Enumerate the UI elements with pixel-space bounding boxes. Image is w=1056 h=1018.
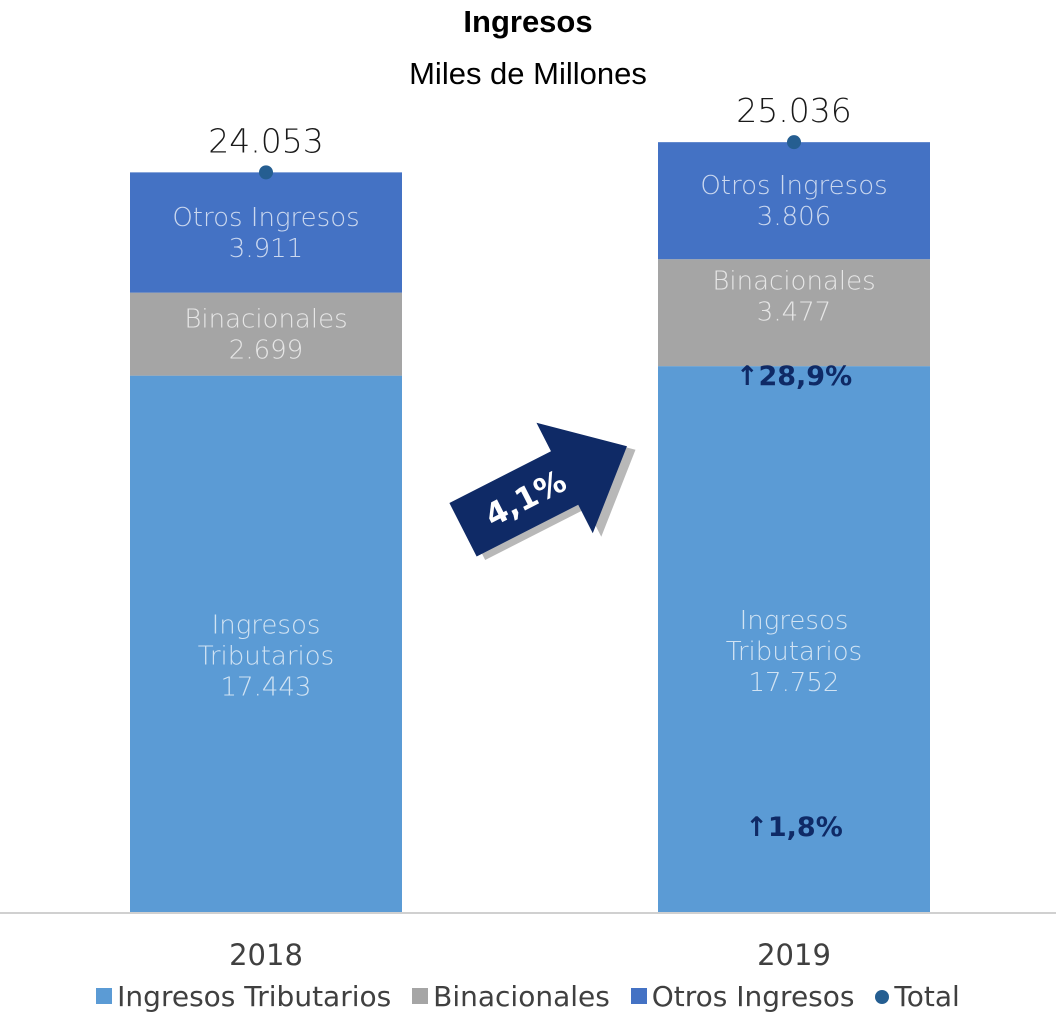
legend-swatch-total <box>875 990 890 1004</box>
legend-item-otros: Otros Ingresos <box>630 980 855 1013</box>
total-point-2019 <box>787 135 801 150</box>
legend-item-total: Total <box>875 980 960 1013</box>
bar-otros-ingresos-2019 <box>658 142 930 260</box>
legend-label-total: Total <box>894 980 960 1013</box>
bar-binacionales-2019 <box>658 259 930 367</box>
total-point-2018 <box>259 165 273 180</box>
segment-label-otros-ingresos-2018-0: Otros Ingresos <box>172 203 359 233</box>
legend-label-binacionales: Binacionales <box>433 980 610 1013</box>
stacked-bar-chart: IngresosTributarios17.443Binacionales2.6… <box>0 91 1056 972</box>
data-label-ingresos-tributarios-2019: 17.752 <box>749 668 840 698</box>
bar-ingresos-tributarios-2019 <box>658 366 930 913</box>
legend-swatch-otros <box>630 988 647 1004</box>
segment-label-ingresos-tributarios-2019-0: Ingresos <box>740 606 849 636</box>
segment-label-binacionales-2019-0: Binacionales <box>712 267 875 297</box>
x-tick-2019: 2019 <box>757 938 831 972</box>
data-label-ingresos-tributarios-2018: 17.443 <box>221 673 312 703</box>
legend: Ingresos Tributarios Binacionales Otros … <box>0 980 1056 1013</box>
bar-ingresos-tributarios-2018 <box>130 375 402 912</box>
data-label-otros-ingresos-2018: 3.911 <box>229 234 303 264</box>
legend-label-otros: Otros Ingresos <box>651 980 855 1013</box>
chart-subtitle: Miles de Millones <box>409 56 647 91</box>
total-label-2019: 25.036 <box>736 91 851 130</box>
legend-label-tributarios: Ingresos Tributarios <box>117 980 392 1013</box>
legend-item-binacionales: Binacionales <box>412 980 610 1013</box>
growth-arrow: 4,1% <box>449 422 636 561</box>
chart-title: Ingresos <box>463 4 593 39</box>
data-label-binacionales-2019: 3.477 <box>757 298 831 328</box>
bar-otros-ingresos-2018 <box>130 172 402 293</box>
growth-label-binacionales: ↑28,9% <box>736 361 852 392</box>
total-label-2018: 24.053 <box>208 121 323 160</box>
segment-label-ingresos-tributarios-2018-1: Tributarios <box>198 642 334 672</box>
x-tick-2018: 2018 <box>229 938 303 972</box>
data-label-binacionales-2018: 2.699 <box>229 336 303 366</box>
bar-binacionales-2018 <box>130 292 402 376</box>
segment-label-binacionales-2018-0: Binacionales <box>184 305 347 335</box>
segment-label-ingresos-tributarios-2018-0: Ingresos <box>212 611 321 641</box>
growth-label-tributarios: ↑1,8% <box>745 812 843 843</box>
legend-swatch-binacionales <box>412 988 429 1004</box>
legend-item-tributarios: Ingresos Tributarios <box>96 980 391 1013</box>
segment-label-otros-ingresos-2019-0: Otros Ingresos <box>700 171 887 201</box>
segment-label-ingresos-tributarios-2019-1: Tributarios <box>726 637 862 667</box>
data-label-otros-ingresos-2019: 3.806 <box>757 202 831 232</box>
legend-swatch-tributarios <box>96 988 113 1004</box>
growth-arrow-body <box>449 422 627 557</box>
